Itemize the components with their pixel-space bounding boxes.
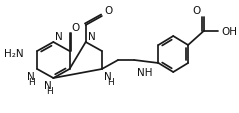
Text: N: N	[55, 32, 63, 42]
Text: N: N	[88, 32, 95, 42]
Text: H₂N: H₂N	[4, 49, 24, 59]
Text: NH: NH	[137, 67, 152, 77]
Text: H: H	[108, 77, 114, 86]
Text: O: O	[105, 6, 113, 16]
Text: N: N	[104, 71, 112, 81]
Text: O: O	[193, 6, 201, 16]
Text: H: H	[46, 86, 52, 95]
Text: O: O	[71, 23, 80, 33]
Text: N: N	[27, 71, 34, 81]
Text: N: N	[44, 80, 51, 90]
Text: OH: OH	[222, 27, 238, 37]
Text: H: H	[28, 77, 35, 86]
